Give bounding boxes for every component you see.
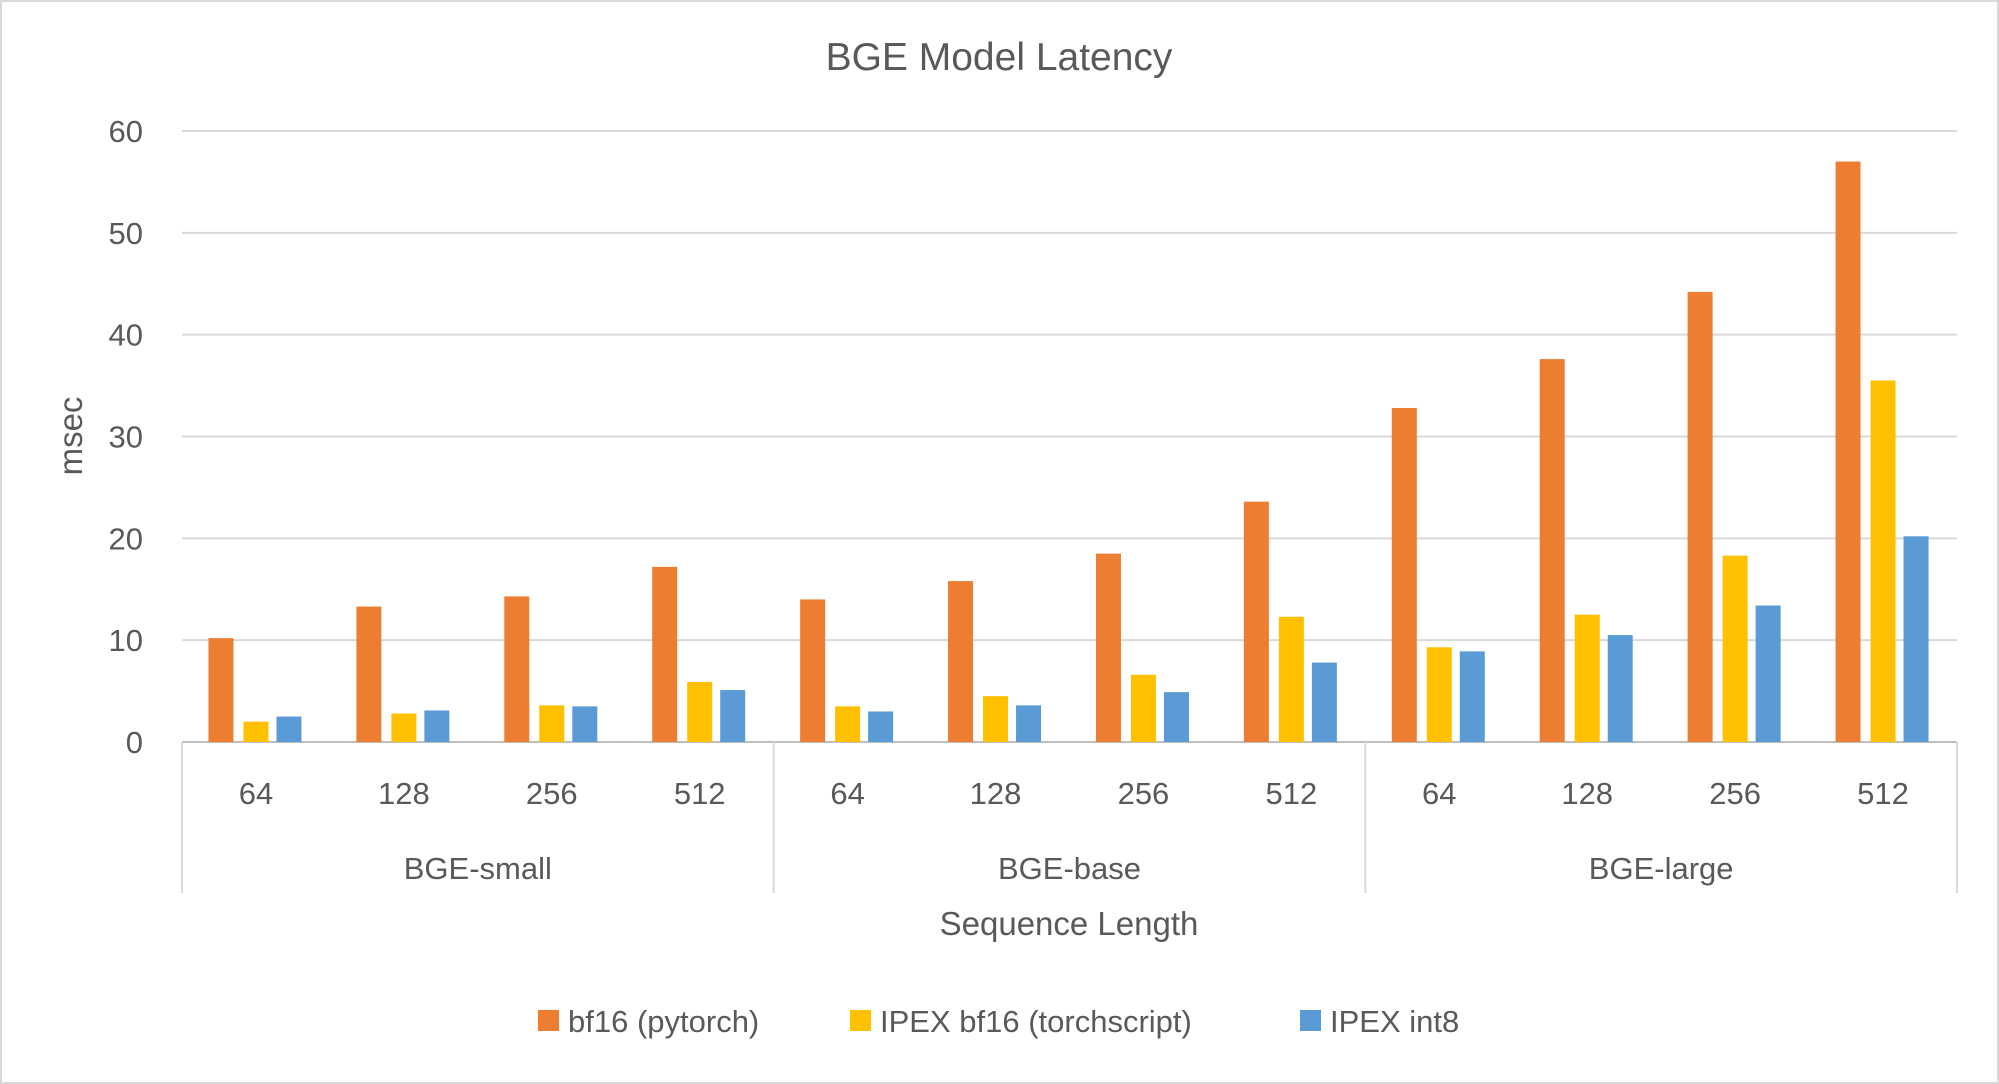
chart-title: BGE Model Latency <box>826 36 1173 79</box>
bar-ipex-int8 <box>1311 662 1337 742</box>
bar-ipex-bf16-torchscript- <box>539 705 565 742</box>
bar-ipex-int8 <box>424 710 450 742</box>
bar-ipex-int8 <box>1755 605 1781 742</box>
x-axis-label: Sequence Length <box>940 905 1199 942</box>
legend-label: bf16 (pytorch) <box>568 1004 759 1039</box>
bar-ipex-bf16-torchscript- <box>1130 674 1156 742</box>
group-label: BGE-small <box>404 851 552 886</box>
x-tick-label: 64 <box>1422 776 1456 811</box>
y-tick-label: 10 <box>109 623 143 658</box>
y-tick-label: 40 <box>109 318 143 353</box>
x-tick-label: 64 <box>830 776 864 811</box>
x-tick-label: 512 <box>1857 776 1909 811</box>
group-label: BGE-large <box>1589 851 1734 886</box>
bar-ipex-int8 <box>276 716 302 742</box>
bar-ipex-int8 <box>1459 651 1485 742</box>
x-tick-label: 256 <box>526 776 578 811</box>
bar-bf16-pytorch- <box>1243 501 1269 742</box>
x-tick-label: 128 <box>1561 776 1613 811</box>
bar-ipex-bf16-torchscript- <box>243 721 269 742</box>
x-tick-label: 256 <box>1118 776 1170 811</box>
bar-bf16-pytorch- <box>208 638 234 742</box>
bar-ipex-bf16-torchscript- <box>1574 614 1600 742</box>
bar-ipex-bf16-torchscript- <box>1426 647 1452 742</box>
y-axis-label: msec <box>52 397 89 476</box>
y-tick-label: 60 <box>109 114 143 149</box>
bar-bf16-pytorch- <box>1095 553 1121 742</box>
bar-bf16-pytorch- <box>1687 291 1713 742</box>
bar-bf16-pytorch- <box>1391 407 1417 742</box>
bar-bf16-pytorch- <box>504 596 530 742</box>
legend-swatch <box>850 1010 871 1031</box>
bar-ipex-bf16-torchscript- <box>1722 555 1748 742</box>
legend-swatch <box>1300 1010 1321 1031</box>
group-label: BGE-base <box>998 851 1141 886</box>
bar-ipex-int8 <box>868 711 894 742</box>
bar-ipex-bf16-torchscript- <box>1278 616 1304 742</box>
bar-ipex-bf16-torchscript- <box>835 706 861 742</box>
y-tick-label: 30 <box>109 420 143 455</box>
bar-ipex-bf16-torchscript- <box>687 681 713 742</box>
legend-label: IPEX int8 <box>1330 1004 1459 1039</box>
bar-bf16-pytorch- <box>948 581 974 742</box>
x-tick-label: 128 <box>378 776 430 811</box>
x-tick-label: 512 <box>674 776 726 811</box>
bar-ipex-bf16-torchscript- <box>983 696 1009 742</box>
bar-bf16-pytorch- <box>652 566 678 742</box>
x-tick-label: 64 <box>239 776 273 811</box>
x-tick-label: 128 <box>970 776 1022 811</box>
bar-bf16-pytorch- <box>800 599 826 742</box>
bar-ipex-int8 <box>572 706 598 742</box>
bar-bf16-pytorch- <box>1539 359 1565 742</box>
bar-ipex-int8 <box>1903 536 1929 742</box>
y-tick-label: 0 <box>126 725 143 760</box>
bar-ipex-int8 <box>720 690 746 742</box>
bar-ipex-bf16-torchscript- <box>1870 380 1896 742</box>
x-tick-label: 256 <box>1709 776 1761 811</box>
bar-ipex-int8 <box>1607 635 1633 742</box>
x-tick-label: 512 <box>1266 776 1318 811</box>
bar-bf16-pytorch- <box>1835 161 1861 743</box>
legend-label: IPEX bf16 (torchscript) <box>880 1004 1192 1039</box>
bar-ipex-bf16-torchscript- <box>391 713 417 742</box>
legend-swatch <box>538 1010 559 1031</box>
y-tick-label: 20 <box>109 521 143 556</box>
bar-ipex-int8 <box>1016 705 1042 742</box>
bar-ipex-int8 <box>1163 692 1189 742</box>
bar-bf16-pytorch- <box>356 606 382 742</box>
y-tick-label: 50 <box>109 216 143 251</box>
